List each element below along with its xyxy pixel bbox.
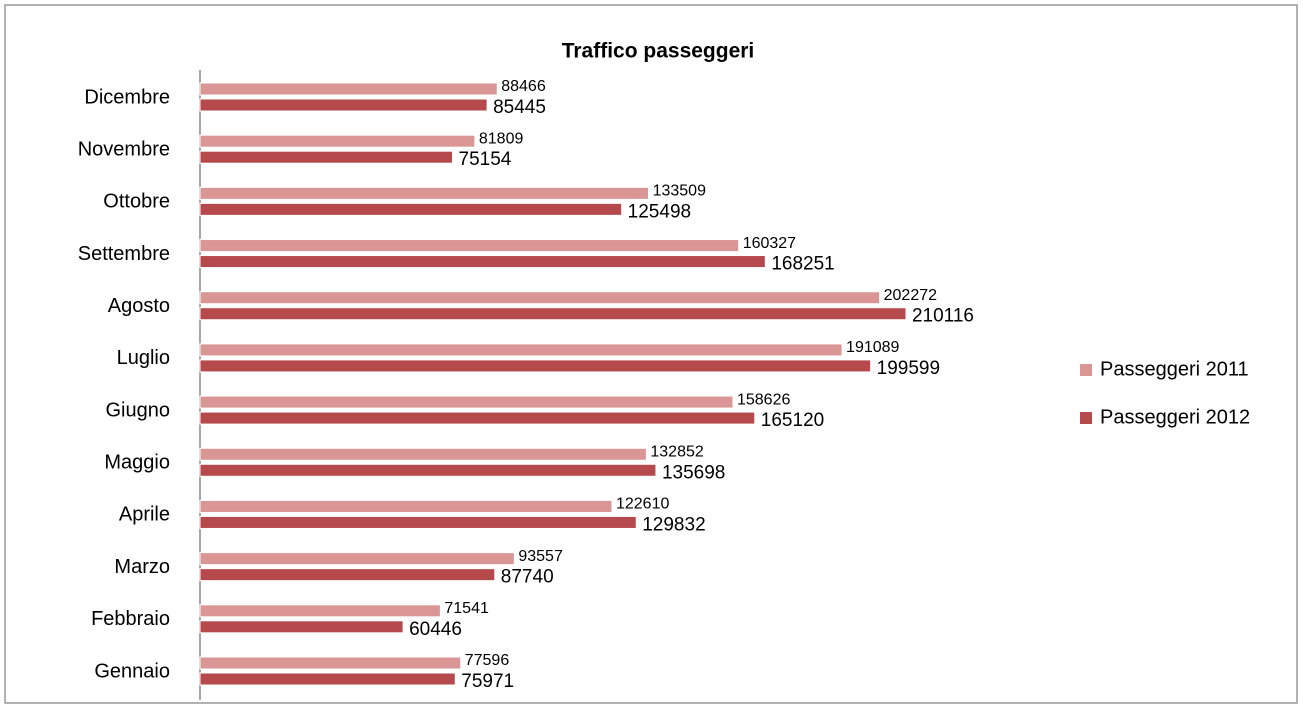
data-label: 129832 bbox=[642, 514, 705, 535]
legend-label: Passeggeri 2011 bbox=[1100, 358, 1249, 380]
bar bbox=[199, 499, 613, 513]
bar bbox=[199, 98, 488, 112]
data-label: 210116 bbox=[912, 306, 974, 327]
data-label: 202272 bbox=[884, 287, 937, 304]
bar bbox=[199, 82, 498, 96]
legend-swatch bbox=[1080, 364, 1092, 376]
bar bbox=[199, 307, 907, 321]
data-label: 191089 bbox=[846, 339, 899, 356]
data-label: 87740 bbox=[501, 567, 554, 588]
data-label: 135698 bbox=[662, 462, 725, 483]
data-label: 81809 bbox=[479, 130, 524, 147]
data-label: 132852 bbox=[650, 443, 703, 460]
y-tick-label: Agosto bbox=[108, 295, 170, 317]
chart-title: Traffico passeggeri bbox=[562, 40, 755, 63]
bar bbox=[199, 552, 515, 566]
bar bbox=[199, 447, 647, 461]
legend-label: Passeggeri 2012 bbox=[1100, 406, 1250, 428]
bar bbox=[199, 604, 441, 618]
bar bbox=[199, 672, 456, 686]
y-tick-label: Dicembre bbox=[84, 86, 170, 108]
data-label: 77596 bbox=[465, 652, 510, 669]
data-label: 75971 bbox=[461, 671, 514, 692]
bar bbox=[199, 255, 766, 269]
y-tick-label: Novembre bbox=[78, 138, 170, 160]
y-tick-label: Luglio bbox=[117, 347, 170, 369]
bar bbox=[199, 343, 843, 357]
bar bbox=[199, 656, 462, 670]
bar bbox=[199, 620, 404, 634]
data-label: 75154 bbox=[459, 149, 512, 170]
bar bbox=[199, 150, 454, 164]
data-label: 165120 bbox=[761, 410, 824, 431]
data-label: 125498 bbox=[628, 201, 691, 222]
y-tick-label: Giugno bbox=[106, 399, 171, 421]
data-label: 85445 bbox=[493, 97, 546, 118]
bar bbox=[199, 515, 637, 529]
data-label: 60446 bbox=[409, 619, 462, 640]
bar bbox=[199, 359, 872, 373]
y-tick-label: Settembre bbox=[78, 243, 170, 265]
bar bbox=[199, 568, 496, 582]
y-tick-label: Marzo bbox=[114, 556, 170, 578]
data-label: 88466 bbox=[501, 78, 546, 95]
bar bbox=[199, 134, 476, 148]
y-tick-label: Ottobre bbox=[103, 191, 170, 213]
data-label: 168251 bbox=[771, 254, 834, 275]
y-tick-label: Aprile bbox=[119, 504, 170, 526]
bar bbox=[199, 186, 650, 200]
data-label: 160327 bbox=[743, 235, 796, 252]
data-label: 122610 bbox=[616, 496, 669, 513]
legend-swatch bbox=[1080, 412, 1092, 424]
y-tick-label: Gennaio bbox=[94, 660, 170, 682]
bar bbox=[199, 411, 756, 425]
bar bbox=[199, 291, 881, 305]
bar bbox=[199, 239, 740, 253]
data-label: 93557 bbox=[518, 548, 563, 565]
data-label: 133509 bbox=[653, 183, 706, 200]
bar bbox=[199, 202, 623, 216]
data-label: 199599 bbox=[877, 358, 940, 379]
data-label: 158626 bbox=[737, 391, 790, 408]
bar bbox=[199, 395, 734, 409]
bar bbox=[199, 463, 657, 477]
y-tick-label: Febbraio bbox=[91, 608, 170, 630]
y-tick-label: Maggio bbox=[104, 452, 170, 474]
data-label: 71541 bbox=[444, 600, 489, 617]
